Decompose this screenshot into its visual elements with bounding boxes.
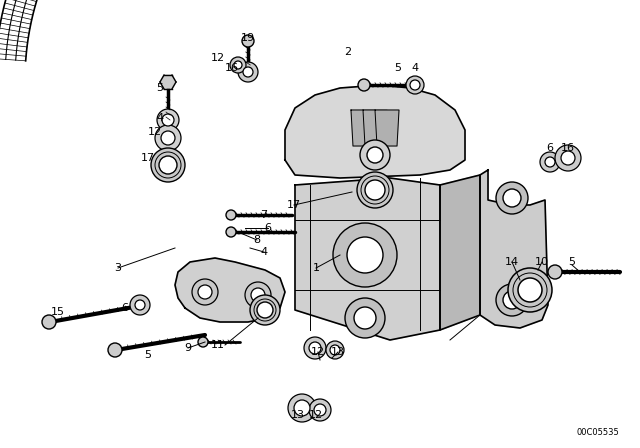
Circle shape xyxy=(192,279,218,305)
Polygon shape xyxy=(375,110,399,146)
Polygon shape xyxy=(175,258,285,322)
Circle shape xyxy=(503,189,521,207)
Polygon shape xyxy=(285,85,465,178)
Circle shape xyxy=(540,152,560,172)
Text: 5: 5 xyxy=(145,350,152,360)
Text: 4: 4 xyxy=(412,63,419,73)
Text: 00C05535: 00C05535 xyxy=(577,427,620,436)
Circle shape xyxy=(159,156,177,174)
Text: 13: 13 xyxy=(331,347,345,357)
Circle shape xyxy=(410,80,420,90)
Circle shape xyxy=(503,291,521,309)
Circle shape xyxy=(309,342,321,354)
Circle shape xyxy=(238,62,258,82)
Circle shape xyxy=(42,315,56,329)
Circle shape xyxy=(354,307,376,329)
Circle shape xyxy=(243,67,253,77)
Text: 3: 3 xyxy=(115,263,122,273)
Circle shape xyxy=(561,151,575,165)
Polygon shape xyxy=(295,178,440,340)
Circle shape xyxy=(257,302,273,318)
Text: 12: 12 xyxy=(309,410,323,420)
Text: 6: 6 xyxy=(122,303,129,313)
Text: 13: 13 xyxy=(291,410,305,420)
Polygon shape xyxy=(363,110,387,146)
Circle shape xyxy=(357,172,393,208)
Circle shape xyxy=(155,125,181,151)
Circle shape xyxy=(151,148,185,182)
Circle shape xyxy=(508,268,552,312)
Circle shape xyxy=(108,343,122,357)
Text: 2: 2 xyxy=(344,47,351,57)
Circle shape xyxy=(157,109,179,131)
Text: 17: 17 xyxy=(141,153,155,163)
Circle shape xyxy=(333,223,397,287)
Text: 8: 8 xyxy=(253,235,260,245)
Circle shape xyxy=(309,399,331,421)
Text: 7: 7 xyxy=(260,210,268,220)
Text: 19: 19 xyxy=(241,33,255,43)
Polygon shape xyxy=(440,175,480,330)
Circle shape xyxy=(242,35,254,47)
Circle shape xyxy=(555,145,581,171)
Text: 15: 15 xyxy=(51,307,65,317)
Text: 16: 16 xyxy=(561,143,575,153)
Text: 5: 5 xyxy=(394,63,401,73)
Text: 11: 11 xyxy=(211,340,225,350)
Circle shape xyxy=(518,278,542,302)
Circle shape xyxy=(358,79,370,91)
Text: 9: 9 xyxy=(184,343,191,353)
Text: 12: 12 xyxy=(211,53,225,63)
Polygon shape xyxy=(351,110,375,146)
Text: 14: 14 xyxy=(505,257,519,267)
Circle shape xyxy=(226,210,236,220)
Circle shape xyxy=(161,131,175,145)
Circle shape xyxy=(548,265,562,279)
Text: 17: 17 xyxy=(287,200,301,210)
Text: 5: 5 xyxy=(568,257,575,267)
Text: 12: 12 xyxy=(148,127,162,137)
Circle shape xyxy=(288,394,316,422)
Circle shape xyxy=(345,298,385,338)
Circle shape xyxy=(330,345,340,355)
Circle shape xyxy=(347,237,383,273)
Circle shape xyxy=(360,140,390,170)
Circle shape xyxy=(406,76,424,94)
Text: 1: 1 xyxy=(312,263,319,273)
Circle shape xyxy=(250,295,280,325)
Circle shape xyxy=(130,295,150,315)
Circle shape xyxy=(245,282,271,308)
Circle shape xyxy=(162,114,174,126)
Circle shape xyxy=(545,157,555,167)
Circle shape xyxy=(230,57,246,73)
Polygon shape xyxy=(160,75,176,89)
Circle shape xyxy=(304,337,326,359)
Text: 5: 5 xyxy=(157,83,163,93)
Circle shape xyxy=(135,300,145,310)
Text: 4: 4 xyxy=(156,113,164,123)
Circle shape xyxy=(234,61,242,69)
Polygon shape xyxy=(480,170,548,328)
Circle shape xyxy=(496,284,528,316)
Text: 16: 16 xyxy=(225,63,239,73)
Circle shape xyxy=(198,285,212,299)
Circle shape xyxy=(367,147,383,163)
Text: 4: 4 xyxy=(260,247,268,257)
Circle shape xyxy=(365,180,385,200)
Text: 6: 6 xyxy=(547,143,554,153)
Circle shape xyxy=(226,227,236,237)
Text: 12: 12 xyxy=(311,347,325,357)
Text: 10: 10 xyxy=(535,257,549,267)
Circle shape xyxy=(294,400,310,416)
Circle shape xyxy=(314,404,326,416)
Circle shape xyxy=(251,288,265,302)
Text: 6: 6 xyxy=(264,223,271,233)
Circle shape xyxy=(198,337,208,347)
Circle shape xyxy=(496,182,528,214)
Circle shape xyxy=(326,341,344,359)
